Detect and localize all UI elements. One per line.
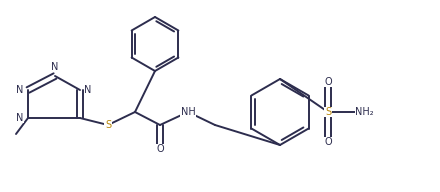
Text: O: O	[324, 137, 332, 147]
Text: S: S	[325, 107, 331, 117]
Text: N: N	[16, 113, 24, 123]
Text: S: S	[105, 120, 111, 130]
Text: O: O	[156, 144, 164, 154]
Text: O: O	[324, 77, 332, 87]
Text: N: N	[16, 85, 24, 95]
Text: NH: NH	[181, 107, 195, 117]
Text: N: N	[84, 85, 92, 95]
Text: N: N	[51, 62, 59, 72]
Text: NH₂: NH₂	[355, 107, 374, 117]
